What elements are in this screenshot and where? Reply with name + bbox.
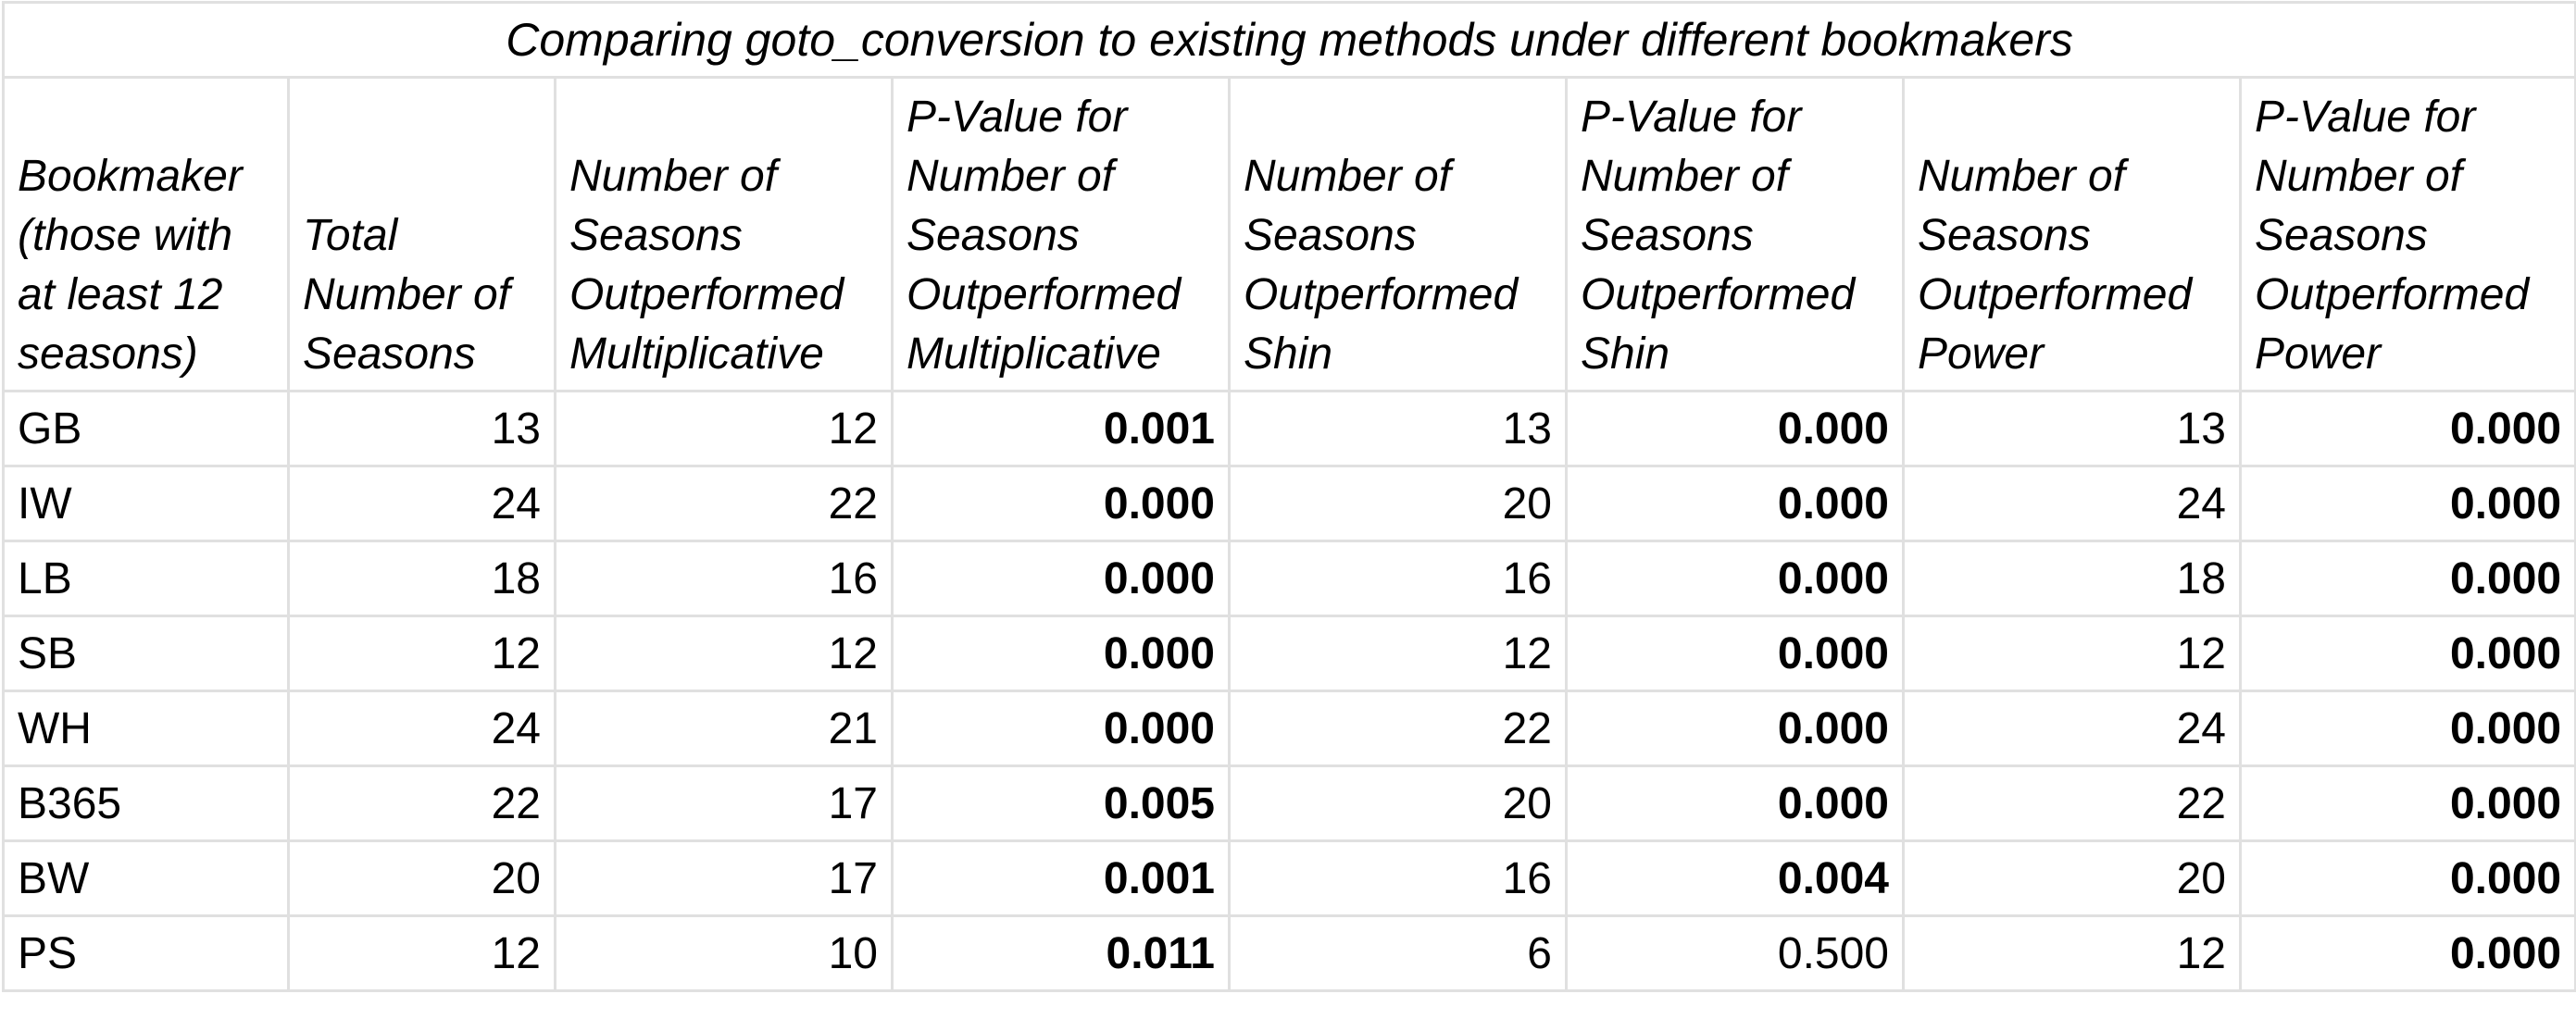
cell-total-seasons: 12 <box>287 914 556 992</box>
cell-p-value-shin: 0.000 <box>1565 540 1905 617</box>
cell-p-value-multiplicative: 0.001 <box>891 839 1231 917</box>
cell-p-value-shin: 0.004 <box>1565 839 1905 917</box>
table-row: SB 12 12 0.000 12 0.000 12 0.000 <box>2 615 2576 692</box>
cell-outperformed-shin: 22 <box>1228 690 1568 767</box>
cell-total-seasons: 12 <box>287 615 556 692</box>
cell-p-value-shin: 0.000 <box>1565 764 1905 842</box>
cell-p-value-power: 0.000 <box>2238 764 2576 842</box>
cell-p-value-power: 0.000 <box>2238 540 2576 617</box>
cell-outperformed-shin: 6 <box>1228 914 1568 992</box>
cell-total-seasons: 13 <box>287 390 556 467</box>
cell-total-seasons: 18 <box>287 540 556 617</box>
cell-outperformed-power: 20 <box>1902 839 2242 917</box>
cell-p-value-multiplicative: 0.011 <box>891 914 1231 992</box>
table-row: IW 24 22 0.000 20 0.000 24 0.000 <box>2 465 2576 542</box>
table-row: BW 20 17 0.001 16 0.004 20 0.000 <box>2 839 2576 917</box>
table-row: B365 22 17 0.005 20 0.000 22 0.000 <box>2 764 2576 842</box>
cell-bookmaker: LB <box>2 540 290 617</box>
cell-bookmaker: SB <box>2 615 290 692</box>
cell-outperformed-shin: 16 <box>1228 839 1568 917</box>
cell-outperformed-power: 22 <box>1902 764 2242 842</box>
table-title: Comparing goto_conversion to existing me… <box>1 1 2576 79</box>
cell-p-value-multiplicative: 0.000 <box>891 540 1231 617</box>
cell-outperformed-multiplicative: 17 <box>554 764 894 842</box>
cell-bookmaker: BW <box>2 839 290 917</box>
cell-outperformed-power: 24 <box>1902 465 2242 542</box>
cell-outperformed-multiplicative: 12 <box>554 615 894 692</box>
cell-outperformed-multiplicative: 10 <box>554 914 894 992</box>
cell-outperformed-power: 18 <box>1902 540 2242 617</box>
comparison-table: Comparing goto_conversion to existing me… <box>1 1 2576 992</box>
header-outperformed-shin: Number of Seasons Outperformed Shin <box>1228 76 1568 392</box>
cell-outperformed-multiplicative: 22 <box>554 465 894 542</box>
cell-outperformed-multiplicative: 16 <box>554 540 894 617</box>
cell-p-value-power: 0.000 <box>2238 690 2576 767</box>
table-row: PS 12 10 0.011 6 0.500 12 0.000 <box>2 914 2576 992</box>
cell-outperformed-shin: 13 <box>1228 390 1568 467</box>
header-row: Bookmaker (those with at least 12 season… <box>2 76 2576 392</box>
cell-outperformed-shin: 20 <box>1228 465 1568 542</box>
cell-bookmaker: IW <box>2 465 290 542</box>
cell-bookmaker: WH <box>2 690 290 767</box>
header-p-value-power: P-Value for Number of Seasons Outperform… <box>2238 76 2576 392</box>
cell-outperformed-power: 13 <box>1902 390 2242 467</box>
cell-total-seasons: 24 <box>287 465 556 542</box>
table-row: LB 18 16 0.000 16 0.000 18 0.000 <box>2 540 2576 617</box>
cell-p-value-shin: 0.000 <box>1565 690 1905 767</box>
cell-total-seasons: 24 <box>287 690 556 767</box>
cell-p-value-shin: 0.500 <box>1565 914 1905 992</box>
cell-p-value-multiplicative: 0.001 <box>891 390 1231 467</box>
cell-p-value-shin: 0.000 <box>1565 615 1905 692</box>
cell-p-value-multiplicative: 0.000 <box>891 690 1231 767</box>
cell-outperformed-multiplicative: 21 <box>554 690 894 767</box>
cell-outperformed-power: 12 <box>1902 914 2242 992</box>
header-total-seasons: Total Number of Seasons <box>287 76 556 392</box>
cell-p-value-shin: 0.000 <box>1565 465 1905 542</box>
header-outperformed-multiplicative: Number of Seasons Outperformed Multiplic… <box>554 76 894 392</box>
cell-total-seasons: 20 <box>287 839 556 917</box>
cell-p-value-power: 0.000 <box>2238 390 2576 467</box>
cell-outperformed-shin: 16 <box>1228 540 1568 617</box>
cell-p-value-multiplicative: 0.000 <box>891 465 1231 542</box>
table-row: WH 24 21 0.000 22 0.000 24 0.000 <box>2 690 2576 767</box>
cell-p-value-multiplicative: 0.000 <box>891 615 1231 692</box>
header-p-value-shin: P-Value for Number of Seasons Outperform… <box>1565 76 1905 392</box>
cell-p-value-shin: 0.000 <box>1565 390 1905 467</box>
cell-outperformed-power: 24 <box>1902 690 2242 767</box>
cell-p-value-power: 0.000 <box>2238 914 2576 992</box>
cell-outperformed-power: 12 <box>1902 615 2242 692</box>
table-row: GB 13 12 0.001 13 0.000 13 0.000 <box>2 390 2576 467</box>
cell-bookmaker: PS <box>2 914 290 992</box>
cell-p-value-multiplicative: 0.005 <box>891 764 1231 842</box>
header-bookmaker: Bookmaker (those with at least 12 season… <box>2 76 290 392</box>
cell-total-seasons: 22 <box>287 764 556 842</box>
cell-p-value-power: 0.000 <box>2238 839 2576 917</box>
cell-outperformed-shin: 12 <box>1228 615 1568 692</box>
cell-outperformed-multiplicative: 17 <box>554 839 894 917</box>
header-outperformed-power: Number of Seasons Outperformed Power <box>1902 76 2242 392</box>
cell-outperformed-shin: 20 <box>1228 764 1568 842</box>
header-p-value-multiplicative: P-Value for Number of Seasons Outperform… <box>891 76 1231 392</box>
cell-bookmaker: B365 <box>2 764 290 842</box>
cell-bookmaker: GB <box>2 390 290 467</box>
cell-p-value-power: 0.000 <box>2238 465 2576 542</box>
cell-outperformed-multiplicative: 12 <box>554 390 894 467</box>
cell-p-value-power: 0.000 <box>2238 615 2576 692</box>
